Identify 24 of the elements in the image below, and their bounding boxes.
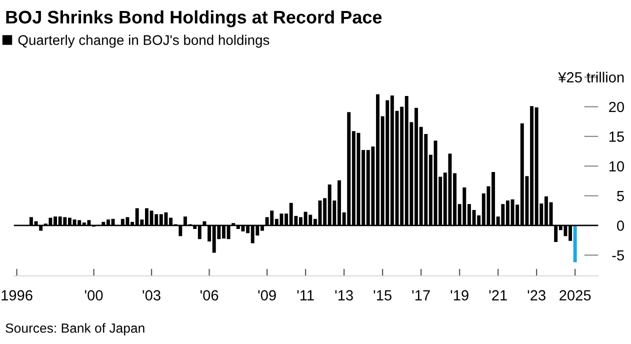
y-tick-label: -5 [612, 250, 624, 261]
x-tick-label: '00 [85, 290, 103, 300]
y-tick-label: 20 [609, 102, 624, 112]
x-tick-label: '09 [258, 290, 276, 300]
x-tick-label: '21 [489, 290, 507, 300]
x-tick-label: '06 [200, 290, 218, 300]
y-tick-label: 15 [609, 132, 624, 142]
legend-label: Quarterly change in BOJ's bond holdings [18, 34, 270, 48]
x-tick-label: '19 [450, 290, 468, 300]
x-tick-label: '15 [374, 290, 392, 300]
x-tick-label: 2025 [560, 290, 591, 300]
source-note: Sources: Bank of Japan [6, 323, 144, 336]
x-tick-label: '13 [335, 290, 353, 300]
chart-title: BOJ Shrinks Bond Holdings at Record Pace [6, 10, 382, 28]
x-tick-label: '03 [142, 290, 160, 300]
y-tick-label: 0 [617, 220, 624, 231]
x-tick-label: '23 [528, 290, 546, 300]
x-tick-label: 1996 [2, 290, 32, 300]
x-tick-label: '11 [297, 290, 314, 300]
bar [573, 225, 577, 262]
y-tick-label: 10 [609, 161, 624, 172]
y-tick-label: ¥25 trillion [558, 72, 624, 82]
y-tick-label: 5 [617, 191, 624, 202]
x-tick-label: '17 [412, 290, 430, 300]
